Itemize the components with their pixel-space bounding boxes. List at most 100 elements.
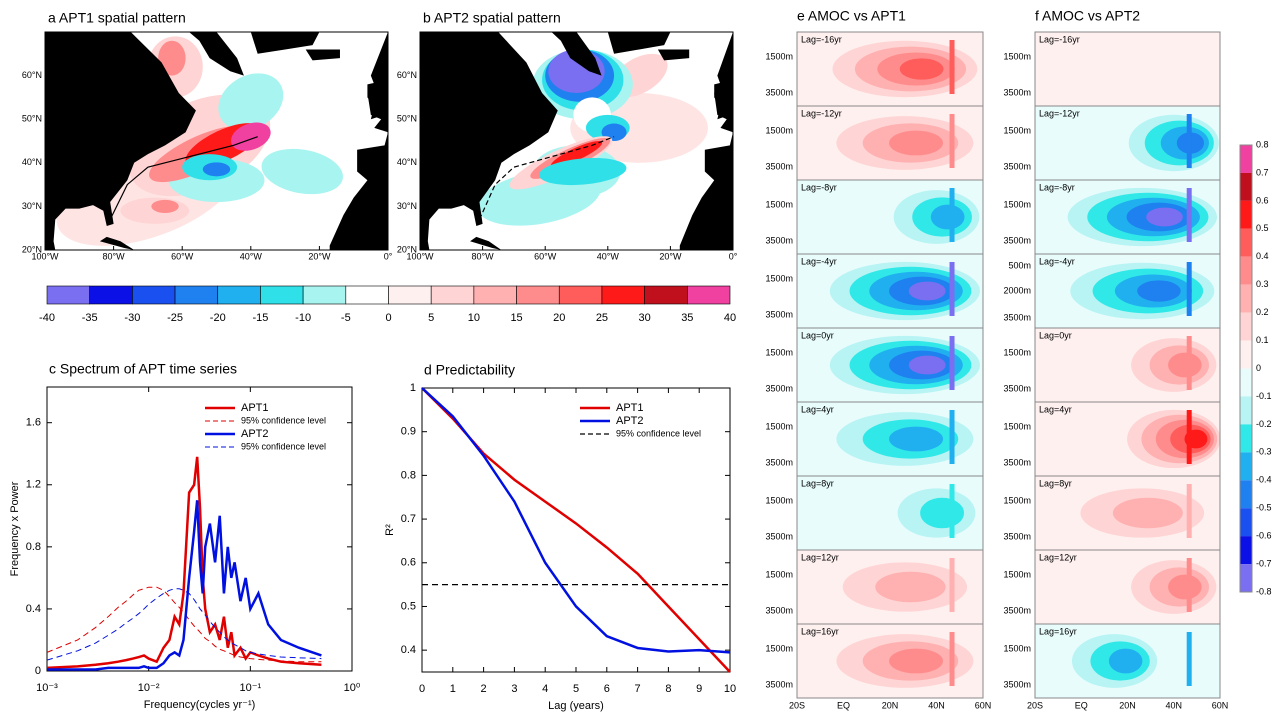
contour xyxy=(908,281,946,301)
lag-label: Lag=-4yr xyxy=(1039,256,1075,266)
stripe xyxy=(949,632,955,686)
colorbar-box xyxy=(1240,564,1252,592)
lag-label: Lag=-8yr xyxy=(801,182,837,192)
colorbar-label: 0.1 xyxy=(1256,335,1269,345)
depth-label: 1500m xyxy=(765,569,793,579)
colorbar-box xyxy=(1240,256,1252,285)
map xyxy=(45,32,388,250)
stripe xyxy=(949,262,955,316)
depth-label: 3500m xyxy=(1003,531,1031,541)
lag-label: Lag=12yr xyxy=(1039,552,1077,562)
stripe xyxy=(949,40,955,94)
lag-label: Lag=-8yr xyxy=(1039,182,1075,192)
colorbar-label: 0.6 xyxy=(1256,195,1269,205)
lon-label: 40°W xyxy=(240,251,263,261)
colorbar-box xyxy=(558,285,603,305)
lon-label: 60°W xyxy=(171,251,194,261)
land xyxy=(607,32,671,54)
colorbar-label: -0.3 xyxy=(1256,447,1272,457)
panel-title: b APT2 spatial pattern xyxy=(423,10,561,26)
colorbar-label: -0.8 xyxy=(1256,586,1272,596)
depth-label: 1500m xyxy=(765,643,793,653)
lon-label: 20°W xyxy=(308,251,331,261)
section xyxy=(1035,624,1220,698)
x-tick-label: 1 xyxy=(450,683,456,695)
contour xyxy=(920,497,965,529)
y-tick-label: 0.6 xyxy=(401,557,416,569)
colorbar-box xyxy=(473,285,517,305)
depth-label: 3500m xyxy=(765,531,793,541)
section xyxy=(797,402,983,476)
x-tick-label: 10 xyxy=(724,683,736,695)
contour xyxy=(1168,574,1202,600)
series-line xyxy=(46,586,322,663)
depth-label: 3500m xyxy=(765,309,793,319)
depth-label: 3500m xyxy=(1003,235,1031,245)
land xyxy=(420,32,558,250)
legend-label: APT1 xyxy=(616,402,644,414)
y-tick-label: 0 xyxy=(35,665,41,677)
depth-label: 2000m xyxy=(1003,285,1031,295)
lag-label: Lag=-16yr xyxy=(1039,34,1080,44)
depth-label: 3500m xyxy=(765,161,793,171)
y-tick-label: 0.8 xyxy=(401,469,416,481)
contour xyxy=(930,204,965,230)
contour xyxy=(908,355,946,375)
depth-label: 1500m xyxy=(1003,199,1031,209)
anomaly-contour xyxy=(539,157,627,186)
series-line xyxy=(421,387,731,654)
series-line xyxy=(46,588,322,661)
lat-label: 40N xyxy=(1165,700,1182,710)
colorbar-label: 0 xyxy=(1256,363,1261,373)
lat-label: 30°N xyxy=(22,201,42,211)
depth-label: 1500m xyxy=(1003,51,1031,61)
y-tick-label: 1.6 xyxy=(26,417,41,429)
anomaly-contour xyxy=(261,148,343,195)
depth-label: 1500m xyxy=(1003,125,1031,135)
colorbar-box xyxy=(1240,284,1252,313)
legend-label: APT1 xyxy=(241,402,269,414)
depth-label: 1500m xyxy=(765,51,793,61)
colorbar-label: 0.3 xyxy=(1256,279,1269,289)
colorbar-label: -15 xyxy=(252,312,268,324)
depth-label: 3500m xyxy=(1003,605,1031,615)
section xyxy=(1035,402,1220,476)
colorbar-label: -20 xyxy=(210,312,226,324)
lat-label: 60N xyxy=(975,700,992,710)
depth-label: 3500m xyxy=(765,457,793,467)
anomaly-contour xyxy=(158,40,186,76)
y-tick-label: 1 xyxy=(410,382,416,394)
depth-label: 3500m xyxy=(1003,312,1031,322)
depth-label: 3500m xyxy=(1003,383,1031,393)
land xyxy=(714,82,730,120)
colorbar-label: 25 xyxy=(596,312,608,324)
land xyxy=(99,236,135,250)
anomaly-contour xyxy=(120,197,190,224)
lat-label: 50°N xyxy=(397,114,417,124)
depth-label: 1500m xyxy=(1003,643,1031,653)
colorbar-box xyxy=(644,285,688,305)
lon-label: 100°W xyxy=(31,251,59,261)
legend-label: 95% confidence level xyxy=(241,415,326,425)
colorbar-label: 10 xyxy=(468,312,480,324)
land xyxy=(250,32,320,54)
stripe xyxy=(1186,484,1192,538)
contour xyxy=(1137,280,1181,302)
colorbar-label: 0.4 xyxy=(1256,251,1269,261)
colorbar-label: -0.7 xyxy=(1256,558,1272,568)
depth-label: 1500m xyxy=(765,347,793,357)
section xyxy=(797,328,983,402)
depth-label: 1500m xyxy=(1003,495,1031,505)
section xyxy=(797,254,983,328)
colorbar-box xyxy=(1240,508,1252,537)
section xyxy=(797,32,983,106)
chart-title: d Predictability xyxy=(424,362,515,378)
section xyxy=(797,476,983,550)
depth-label: 3500m xyxy=(765,383,793,393)
section-frame xyxy=(1034,623,1221,699)
depth-label: 3500m xyxy=(1003,161,1031,171)
chart-title: c Spectrum of APT time series xyxy=(49,361,237,377)
colorbar-box xyxy=(1240,452,1252,481)
section-bg xyxy=(1035,32,1220,106)
colorbar-label: 0.5 xyxy=(1256,223,1269,233)
